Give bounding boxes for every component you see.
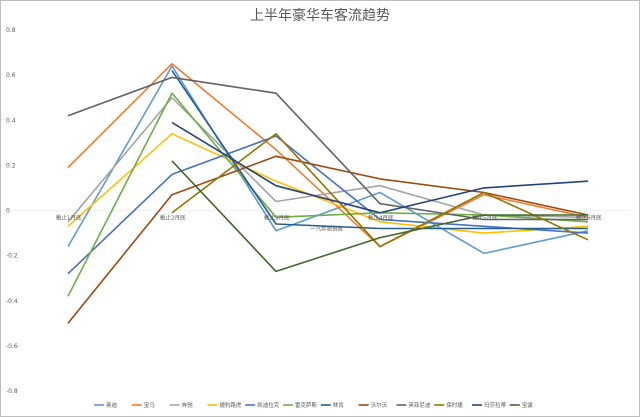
- series-line-3: [67, 96, 589, 223]
- legend-label: 玛莎拉蒂: [484, 401, 507, 409]
- legend-label: 凯迪拉克: [257, 401, 280, 409]
- category-label: 截止4月底: [368, 214, 394, 222]
- axis-layer: 0.8 0.6 0.4 0.2 0 -0.2 -0.4 -0.6 -0.8: [6, 27, 630, 395]
- legend-label: 保时捷: [446, 401, 463, 409]
- legend-label: 奔驰: [182, 401, 194, 409]
- series-line-2: [67, 63, 589, 248]
- chart-title: 上半年豪华车客流趋势: [250, 8, 390, 24]
- category-label: 截止5月底: [472, 214, 498, 222]
- series-line-8: [67, 155, 589, 324]
- legend: 奥迪 宝马 奔驰 捷豹路虎 凯迪拉克 雷克萨斯 林肯 沃尔沃 英菲尼迪 保时捷 玛莎拉蒂 宝骏: [94, 401, 533, 409]
- y-tick-label: -0.4: [6, 298, 18, 305]
- y-tick-label: 0.6: [6, 72, 16, 79]
- category-label: 截止2月底: [160, 214, 186, 222]
- series-line-1: [67, 65, 589, 255]
- category-label: 截止1月底: [56, 214, 82, 222]
- y-tick-label: -0.8: [6, 388, 18, 395]
- y-tick-label: 0.8: [6, 27, 16, 34]
- annotation-label: 一汽奔驰销售: [310, 225, 343, 233]
- y-tick-label: 0.4: [6, 117, 16, 124]
- y-tick-label: -0.6: [6, 343, 18, 350]
- y-tick-label: 0.2: [6, 162, 16, 169]
- legend-label: 宝马: [144, 401, 156, 409]
- series-line-9: [67, 76, 588, 221]
- series-line-7: [171, 70, 588, 230]
- y-tick-label: 0: [6, 208, 10, 215]
- series-line-5: [67, 135, 589, 275]
- category-label: 截止3月底: [264, 214, 290, 222]
- legend-label: 英菲尼迪: [408, 401, 431, 409]
- series-line-6: [67, 92, 589, 297]
- y-tick-label: -0.2: [6, 253, 18, 260]
- series-line-4: [67, 133, 589, 234]
- series-layer: [67, 63, 589, 324]
- series-line-10: [171, 133, 589, 248]
- legend-label: 林肯: [333, 401, 345, 409]
- legend-label: 捷豹路虎: [219, 401, 242, 409]
- series-line-11: [171, 121, 589, 214]
- category-label: 截止6月底: [576, 214, 602, 222]
- legend-label: 雷克萨斯: [295, 401, 318, 409]
- series-line-12: [171, 160, 588, 273]
- legend-label: 沃尔沃: [371, 401, 388, 409]
- legend-label: 宝骏: [522, 401, 534, 409]
- legend-label: 奥迪: [106, 401, 118, 409]
